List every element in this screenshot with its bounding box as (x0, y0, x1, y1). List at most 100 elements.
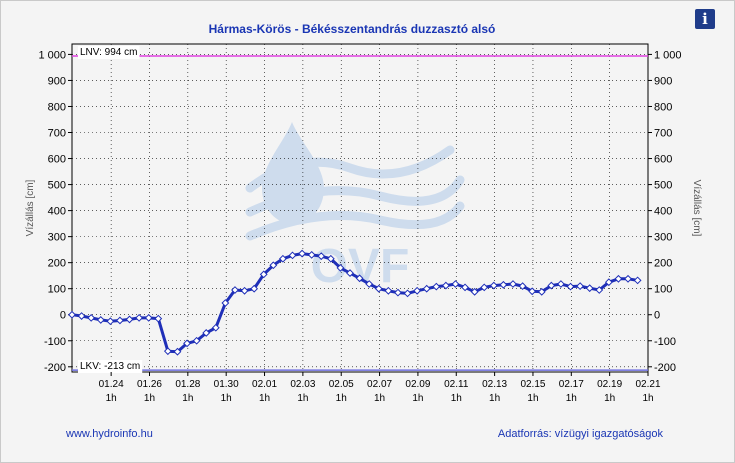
data-point (307, 250, 316, 259)
x-tick-label: 02.03 (290, 379, 315, 390)
data-point (259, 270, 268, 279)
data-point (384, 286, 393, 295)
x-tick-label: 02.21 (635, 379, 660, 390)
data-point (163, 347, 172, 356)
data-point (87, 313, 96, 322)
y-tick-label: 300 (48, 232, 66, 244)
y-tick-label: 600 (654, 154, 672, 166)
data-point (288, 251, 297, 260)
y-tick-label: -100 (654, 336, 676, 348)
data-point (633, 276, 642, 285)
x-tick-sublabel: 1h (489, 393, 500, 404)
data-point (422, 284, 431, 293)
y-tick-label: 400 (48, 206, 66, 218)
y-tick-label: 100 (48, 284, 66, 296)
chart-title: Hármas-Körös - Békésszentandrás duzzaszt… (209, 22, 496, 36)
x-tick-sublabel: 1h (642, 393, 653, 404)
data-point (183, 339, 191, 348)
data-point (298, 249, 306, 258)
reference-label-bg (78, 46, 140, 59)
data-point (355, 274, 364, 283)
data-point (441, 281, 450, 290)
reference-lines: LNV: 994 cm LKV: -213 cm (72, 46, 648, 373)
y-axis-right: -200 -100 0 100 200 300 400 500 600 700 800 900 1 00… (648, 49, 682, 374)
data-point (231, 286, 239, 294)
x-tick-sublabel: 1h (336, 393, 347, 404)
watermark-text: OVF (311, 240, 410, 293)
y-tick-label: -200 (44, 362, 66, 374)
reference-label-lkv: LKV: -213 cm (80, 361, 140, 372)
y-tick-label: 1 000 (38, 49, 66, 61)
data-point (394, 288, 402, 297)
data-point (413, 286, 422, 295)
y-tick-label: -100 (44, 336, 66, 348)
data-point (480, 283, 489, 292)
x-tick-sublabel: 1h (297, 393, 308, 404)
x-tick-sublabel: 1h (412, 393, 423, 404)
y-tick-label: 800 (48, 101, 66, 113)
series-layer (68, 249, 642, 356)
data-point (135, 313, 144, 322)
data-point (374, 284, 383, 293)
x-tick-label: 02.01 (252, 379, 277, 390)
data-point (537, 287, 546, 296)
data-point (557, 280, 565, 288)
data-point (192, 336, 201, 345)
data-point (576, 282, 585, 291)
x-tick-label: 02.07 (367, 379, 392, 390)
data-point (614, 274, 623, 283)
x-tick-sublabel: 1h (566, 393, 577, 404)
footer-link[interactable]: www.hydroinfo.hu (65, 428, 153, 440)
x-tick-sublabel: 1h (451, 393, 462, 404)
y-tick-label: 100 (654, 284, 672, 296)
data-point (106, 317, 115, 326)
y-axis-left: -200 -100 0 100 200 300 400 500 600 700 800 900 1 00… (38, 49, 72, 374)
x-tick-label: 02.19 (597, 379, 622, 390)
y-tick-label: 900 (654, 75, 672, 87)
data-point (202, 329, 211, 337)
data-point (221, 299, 230, 307)
reference-label-lnv: LNV: 994 cm (80, 47, 137, 58)
data-point (240, 286, 249, 295)
x-tick-label: 01.28 (175, 379, 200, 390)
data-point (68, 310, 76, 319)
data-point (585, 284, 594, 293)
data-point (346, 269, 354, 277)
info-icon[interactable]: i (695, 9, 715, 29)
reference-label-bg (78, 360, 143, 373)
data-point (77, 312, 86, 320)
data-point (509, 280, 517, 288)
y-tick-label: 800 (654, 101, 672, 113)
x-tick-label: 02.11 (444, 379, 469, 390)
y-tick-label: 300 (654, 232, 672, 244)
y-tick-label: 700 (654, 128, 672, 140)
y-axis-label-right: Vízállás [cm] (691, 180, 702, 237)
data-point (595, 286, 604, 294)
data-point (499, 280, 508, 289)
data-point (432, 282, 441, 291)
data-point (518, 282, 527, 291)
x-tick-sublabel: 1h (106, 393, 117, 404)
data-point (154, 314, 163, 323)
data-point (566, 282, 575, 291)
data-point (326, 254, 335, 263)
x-tick-label: 01.24 (99, 379, 124, 390)
data-point (96, 316, 105, 324)
data-point (173, 347, 182, 356)
data-point (624, 274, 632, 283)
data-point (604, 278, 613, 287)
data-point (528, 287, 537, 296)
data-point (489, 281, 498, 290)
x-tick-label: 02.17 (559, 379, 584, 390)
y-tick-label: 700 (48, 128, 66, 140)
y-axis-label-left: Vízállás [cm] (25, 179, 36, 236)
data-point (461, 283, 469, 292)
data-point (403, 289, 412, 298)
y-tick-label: -200 (654, 362, 676, 374)
data-point (211, 323, 220, 332)
x-tick-sublabel: 1h (144, 393, 155, 404)
x-tick-sublabel: 1h (221, 393, 232, 404)
y-tick-label: 600 (48, 154, 66, 166)
